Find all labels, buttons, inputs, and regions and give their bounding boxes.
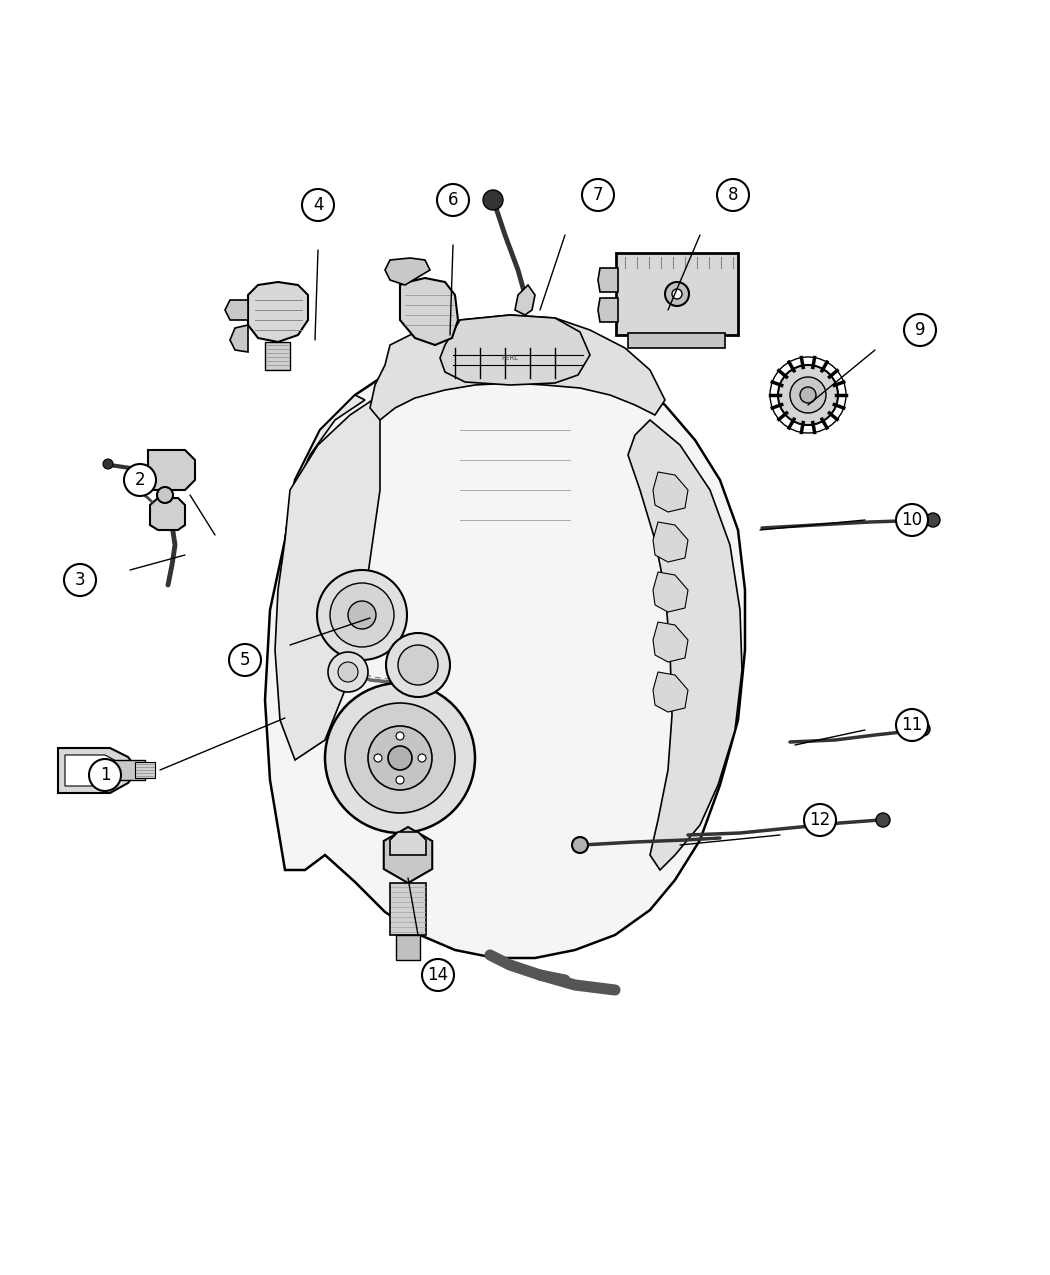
Circle shape xyxy=(418,754,426,762)
Text: 14: 14 xyxy=(427,966,448,984)
Text: FERL: FERL xyxy=(502,354,519,361)
Polygon shape xyxy=(653,672,688,711)
Polygon shape xyxy=(65,755,124,785)
Circle shape xyxy=(896,504,928,536)
Circle shape xyxy=(396,732,404,739)
Polygon shape xyxy=(148,450,195,490)
Polygon shape xyxy=(653,572,688,612)
Circle shape xyxy=(338,662,358,682)
Circle shape xyxy=(804,805,836,836)
Circle shape xyxy=(64,564,96,595)
Circle shape xyxy=(103,459,113,469)
Polygon shape xyxy=(370,315,665,419)
Polygon shape xyxy=(440,315,590,385)
Circle shape xyxy=(368,725,432,790)
Polygon shape xyxy=(230,325,248,352)
Circle shape xyxy=(388,746,412,770)
FancyBboxPatch shape xyxy=(616,252,738,335)
Circle shape xyxy=(778,365,838,425)
Circle shape xyxy=(582,179,614,210)
Polygon shape xyxy=(390,884,426,935)
Polygon shape xyxy=(265,342,290,370)
Text: 7: 7 xyxy=(593,186,604,204)
Circle shape xyxy=(302,189,334,221)
Circle shape xyxy=(717,179,749,210)
Polygon shape xyxy=(390,833,426,856)
Text: 12: 12 xyxy=(810,811,831,829)
Circle shape xyxy=(158,487,173,504)
Text: 11: 11 xyxy=(901,717,923,734)
Polygon shape xyxy=(598,268,618,292)
Circle shape xyxy=(348,601,376,629)
Polygon shape xyxy=(653,521,688,562)
Polygon shape xyxy=(628,333,724,348)
Circle shape xyxy=(396,776,404,784)
Circle shape xyxy=(896,709,928,741)
Circle shape xyxy=(328,652,368,692)
Circle shape xyxy=(665,282,689,306)
Polygon shape xyxy=(598,298,618,323)
Polygon shape xyxy=(108,760,145,780)
Polygon shape xyxy=(285,395,365,541)
Text: 5: 5 xyxy=(239,652,250,669)
Circle shape xyxy=(876,813,890,827)
Circle shape xyxy=(386,632,450,697)
Circle shape xyxy=(398,645,438,685)
Polygon shape xyxy=(275,395,380,760)
Polygon shape xyxy=(135,762,155,778)
Circle shape xyxy=(124,464,156,496)
Polygon shape xyxy=(248,282,308,342)
Circle shape xyxy=(483,190,503,210)
Polygon shape xyxy=(225,300,248,320)
Text: 9: 9 xyxy=(915,321,925,339)
Circle shape xyxy=(437,184,469,215)
Circle shape xyxy=(330,583,394,646)
Circle shape xyxy=(926,513,940,527)
Text: 3: 3 xyxy=(75,571,85,589)
Circle shape xyxy=(904,314,936,346)
Text: 8: 8 xyxy=(728,186,738,204)
Polygon shape xyxy=(628,419,742,870)
Text: 1: 1 xyxy=(100,766,110,784)
Polygon shape xyxy=(400,278,458,346)
Polygon shape xyxy=(150,499,185,530)
Circle shape xyxy=(374,754,382,762)
Circle shape xyxy=(422,959,454,991)
Polygon shape xyxy=(396,935,420,960)
Polygon shape xyxy=(653,472,688,513)
Polygon shape xyxy=(58,748,138,793)
Circle shape xyxy=(916,722,930,736)
Circle shape xyxy=(229,644,261,676)
Circle shape xyxy=(317,570,407,660)
Circle shape xyxy=(326,683,475,833)
Polygon shape xyxy=(385,258,430,286)
Circle shape xyxy=(89,759,121,790)
Text: 10: 10 xyxy=(902,511,923,529)
Polygon shape xyxy=(514,286,536,315)
Circle shape xyxy=(800,388,816,403)
Polygon shape xyxy=(265,346,746,958)
Circle shape xyxy=(790,377,826,413)
Text: 6: 6 xyxy=(447,191,458,209)
Text: 2: 2 xyxy=(134,470,145,490)
Text: 4: 4 xyxy=(313,196,323,214)
Polygon shape xyxy=(653,622,688,662)
Circle shape xyxy=(672,289,682,300)
Circle shape xyxy=(572,836,588,853)
Polygon shape xyxy=(383,827,433,884)
Circle shape xyxy=(345,703,455,813)
